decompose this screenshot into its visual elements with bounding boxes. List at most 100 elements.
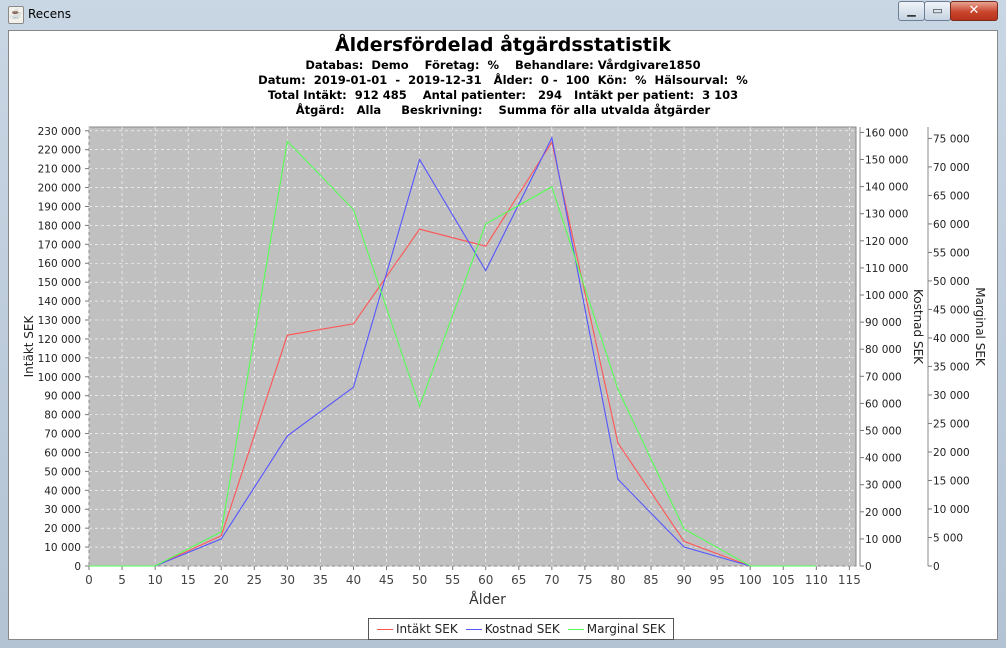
x-tick-label: 95 (710, 573, 725, 587)
y-tick-label-left: 160 000 (38, 258, 81, 270)
y-tick-label-left: 170 000 (38, 239, 81, 251)
x-tick-label: 30 (280, 573, 295, 587)
y-tick-label-right1: 110 000 (865, 263, 908, 275)
y-tick-label-right1: 150 000 (865, 155, 908, 167)
x-tick-label: 0 (85, 573, 93, 587)
legend-item-kostnad: Kostnad SEK (465, 622, 560, 636)
y-tick-label-right2: 65 000 (933, 190, 970, 202)
legend-label-intakt: Intäkt SEK (396, 622, 458, 636)
y-tick-label-right2: 0 (933, 561, 940, 573)
y-tick-label-right2: 20 000 (933, 447, 970, 459)
y-tick-label-right1: 0 (865, 561, 872, 573)
x-tick-label: 115 (838, 573, 861, 587)
y-tick-label-left: 40 000 (44, 485, 81, 497)
legend-label-marginal: Marginal SEK (586, 622, 666, 636)
y-axis-label-right2: Marginal SEK (973, 287, 987, 367)
y-tick-label-left: 50 000 (44, 466, 81, 478)
y-tick-label-left: 130 000 (38, 315, 81, 327)
close-button[interactable]: ✕ (950, 1, 998, 21)
window-title: Recens (28, 7, 72, 21)
y-tick-label-left: 220 000 (38, 145, 81, 157)
y-tick-label-left: 100 000 (38, 372, 81, 384)
legend-swatch-marginal (567, 628, 584, 630)
y-tick-label-right1: 160 000 (865, 127, 908, 139)
x-axis-label: Ålder (469, 591, 506, 608)
x-tick-label: 55 (445, 573, 460, 587)
legend-swatch-intakt (377, 628, 393, 630)
x-tick-label: 50 (412, 573, 427, 587)
x-tick-label: 10 (147, 573, 162, 587)
y-tick-label-left: 140 000 (38, 296, 81, 308)
x-tick-label: 110 (805, 573, 828, 587)
legend-label-kostnad: Kostnad SEK (484, 622, 560, 636)
x-tick-label: 25 (247, 573, 262, 587)
y-tick-label-right1: 30 000 (865, 480, 902, 492)
y-tick-label-right1: 100 000 (865, 290, 908, 302)
chart-legend: Intäkt SEK Kostnad SEK Marginal SEK (368, 618, 675, 640)
series-line-marginal (89, 140, 817, 567)
series-line-kostnad (89, 136, 817, 567)
plot-area: 0 5 10 15 20 25 30 35 40 45 50 55 60 65 70 75 80 85 90 95 10… (22, 126, 987, 608)
y-tick-label-left: 70 000 (44, 429, 81, 441)
y-tick-label-left: 20 000 (44, 523, 81, 535)
title-bar[interactable]: ☕ Recens ▁ ▭ ✕ (0, 0, 1006, 30)
y-tick-label-left: 10 000 (44, 542, 81, 554)
y-tick-label-right1: 140 000 (865, 182, 908, 194)
y-tick-label-left: 200 000 (38, 183, 81, 195)
y-tick-label-right1: 60 000 (865, 398, 902, 410)
y-tick-label-right1: 40 000 (865, 453, 902, 465)
x-tick-label: 80 (610, 573, 625, 587)
subtitle-line-1: Databas: Demo Företag: % Behandlare: Vår… (305, 58, 700, 72)
y-tick-label-right1: 80 000 (865, 344, 902, 356)
y-tick-label-right1: 50 000 (865, 426, 902, 438)
x-tick-label: 35 (313, 573, 328, 587)
subtitle-line-2: Datum: 2019-01-01 - 2019-12-31 Ålder: 0 … (258, 72, 748, 87)
x-tick-label: 5 (118, 573, 126, 587)
y-axis-label-left: Intäkt SEK (22, 315, 36, 378)
y-tick-label-left: 30 000 (44, 504, 81, 516)
x-tick-label: 100 (739, 573, 762, 587)
y-tick-label-right2: 60 000 (933, 219, 970, 231)
y-tick-label-right2: 10 000 (933, 504, 970, 516)
y-tick-label-left: 110 000 (38, 353, 81, 365)
plot-background (88, 126, 857, 567)
java-cup-icon: ☕ (8, 6, 24, 24)
x-tick-label: 90 (676, 573, 691, 587)
y-tick-label-left: 80 000 (44, 410, 81, 422)
legend-item-marginal: Marginal SEK (567, 622, 666, 636)
y-tick-label-right1: 10 000 (865, 534, 902, 546)
y-tick-label-right2: 40 000 (933, 333, 970, 345)
y-tick-label-left: 210 000 (38, 164, 81, 176)
x-tick-label: 40 (346, 573, 361, 587)
x-tick-label: 45 (379, 573, 394, 587)
y-tick-label-right2: 45 000 (933, 304, 970, 316)
subtitle-line-4: Åtgärd: Alla Beskrivning: Summa för alla… (296, 102, 711, 117)
y-tick-label-left: 60 000 (44, 447, 81, 459)
x-tick-label: 85 (643, 573, 658, 587)
x-tick-label: 75 (577, 573, 592, 587)
y-tick-label-left: 190 000 (38, 201, 81, 213)
y-tick-label-right1: 90 000 (865, 317, 902, 329)
y-tick-label-left: 120 000 (38, 334, 81, 346)
y-tick-label-left: 150 000 (38, 277, 81, 289)
y-tick-label-right2: 15 000 (933, 475, 970, 487)
y-tick-label-right1: 20 000 (865, 507, 902, 519)
y-tick-label-right2: 70 000 (933, 162, 970, 174)
y-axis-label-right1: Kostnad SEK (911, 289, 925, 365)
y-tick-label-right2: 30 000 (933, 390, 970, 402)
x-tick-label: 65 (511, 573, 526, 587)
y-tick-label-right2: 75 000 (933, 133, 970, 145)
y-tick-label-left: 90 000 (44, 391, 81, 403)
y-tick-label-right1: 70 000 (865, 371, 902, 383)
y-tick-label-left: 180 000 (38, 220, 81, 232)
y-tick-label-left: 0 (74, 561, 81, 573)
series-line-intakt (89, 140, 817, 567)
legend-item-intakt: Intäkt SEK (377, 622, 458, 636)
y-tick-label-right1: 120 000 (865, 236, 908, 248)
y-tick-label-right2: 25 000 (933, 418, 970, 430)
y-tick-label-right1: 130 000 (865, 209, 908, 221)
subtitle-line-3: Total Intäkt: 912 485 Antal patienter: 2… (268, 88, 738, 102)
x-tick-label: 105 (772, 573, 795, 587)
x-tick-label: 15 (181, 573, 196, 587)
